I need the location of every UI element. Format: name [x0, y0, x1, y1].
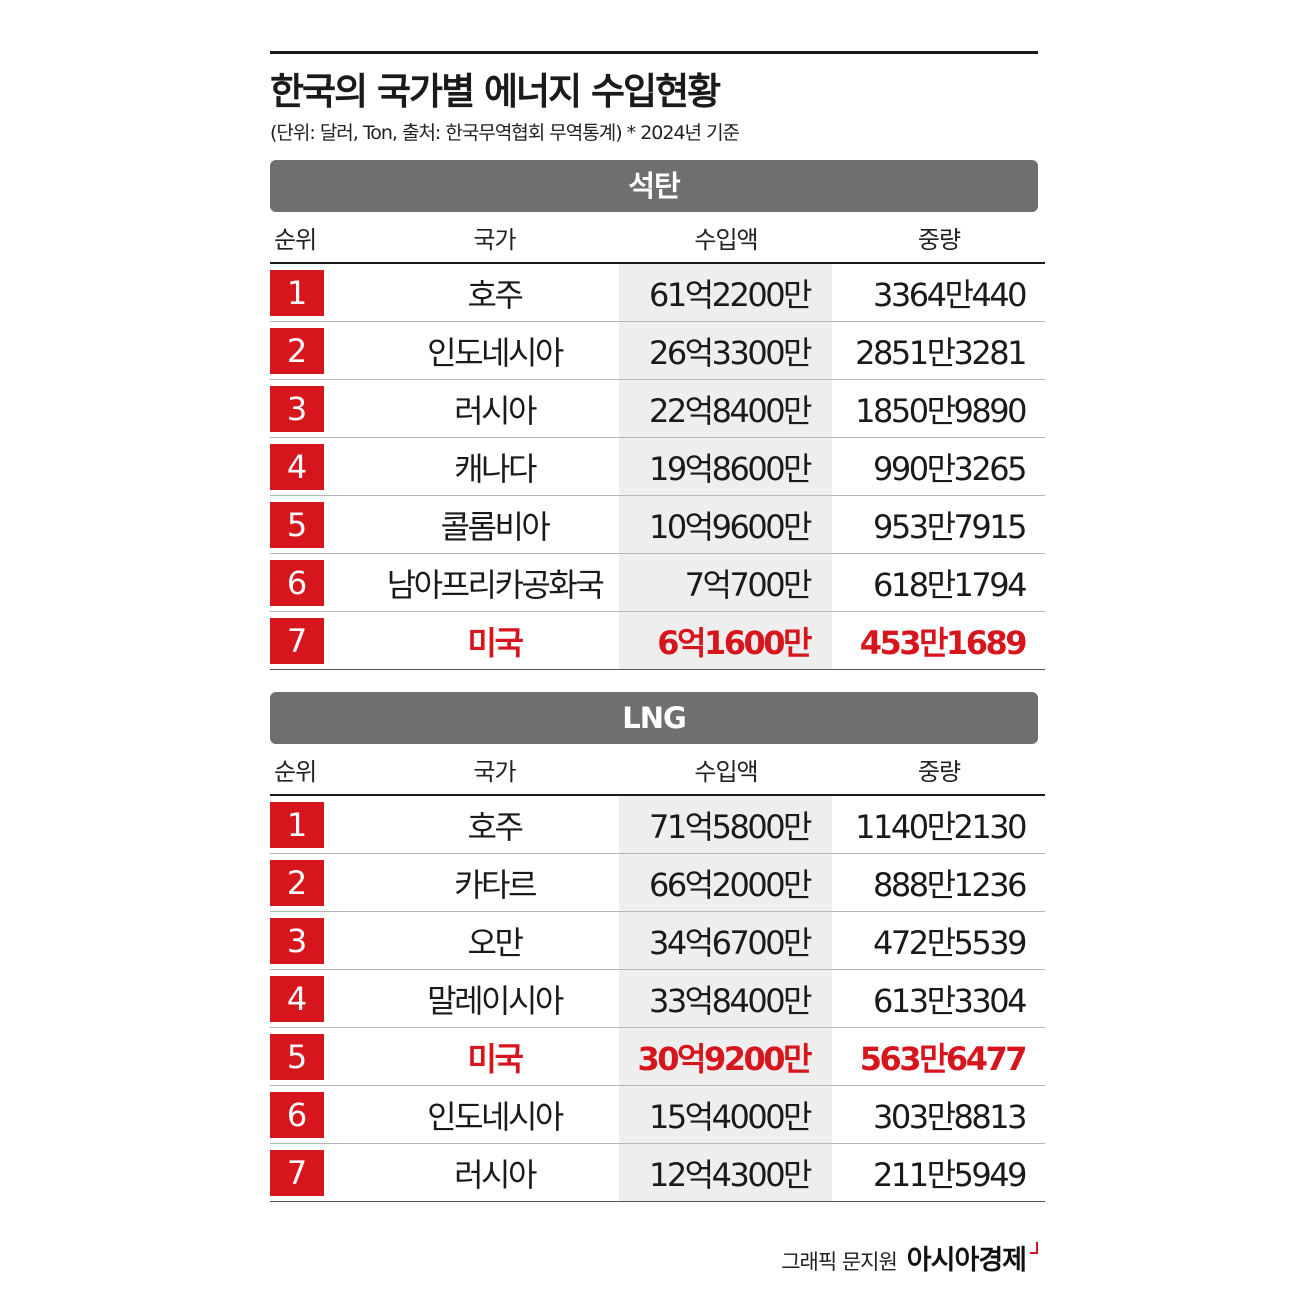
graphic-author: 그래픽 문지원 — [781, 1250, 898, 1274]
table-row: 3 오만 34억6700만 472만5539 — [270, 911, 1045, 970]
weight-cell: 2851만3281 — [832, 321, 1045, 380]
rank-badge: 2 — [270, 859, 324, 906]
country-cell: 미국 — [370, 1027, 619, 1086]
amount-cell: 6억1600만 — [619, 611, 832, 670]
table-row: 1 호주 61억2200만 3364만440 — [270, 263, 1045, 322]
rank-badge: 1 — [270, 269, 324, 316]
column-header-country: 국가 — [370, 212, 619, 264]
amount-cell: 19억8600만 — [619, 437, 832, 496]
country-cell: 말레이시아 — [370, 969, 619, 1028]
rank-badge: 2 — [270, 327, 324, 374]
table-row: 2 카타르 66억2000만 888만1236 — [270, 853, 1045, 912]
table-row: 4 말레이시아 33억8400만 613만3304 — [270, 969, 1045, 1028]
weight-cell: 888만1236 — [832, 853, 1045, 912]
column-header-rank: 순위 — [270, 212, 370, 264]
amount-cell: 34억6700만 — [619, 911, 832, 970]
amount-cell: 30억9200만 — [619, 1027, 832, 1086]
rank-badge: 7 — [270, 617, 324, 664]
table-row: 6 남아프리카공화국 7억700만 618만1794 — [270, 553, 1045, 612]
weight-cell: 472만5539 — [832, 911, 1045, 970]
column-header-country: 국가 — [370, 744, 619, 796]
weight-cell: 613만3304 — [832, 969, 1045, 1028]
table-row: 5 콜롬비아 10억9600만 953만7915 — [270, 495, 1045, 554]
rank-badge: 7 — [270, 1149, 324, 1196]
table-row: 2 인도네시아 26억3300만 2851만3281 — [270, 321, 1045, 380]
rank-badge: 3 — [270, 917, 324, 964]
rank-badge: 1 — [270, 801, 324, 848]
weight-cell: 3364만440 — [832, 263, 1045, 322]
country-cell: 러시아 — [370, 379, 619, 438]
infographic: 한국의 국가별 에너지 수입현황 (단위: 달러, Ton, 출처: 한국무역협… — [270, 51, 1045, 1202]
country-cell: 남아프리카공화국 — [370, 553, 619, 612]
column-header-rank: 순위 — [270, 744, 370, 796]
table-row-highlight: 5 미국 30억9200만 563만6477 — [270, 1027, 1045, 1086]
top-rule — [270, 51, 1038, 54]
rank-badge: 5 — [270, 1033, 324, 1080]
rank-badge: 5 — [270, 501, 324, 548]
table-row: 4 캐나다 19억8600만 990만3265 — [270, 437, 1045, 496]
amount-cell: 66억2000만 — [619, 853, 832, 912]
amount-cell: 26억3300만 — [619, 321, 832, 380]
amount-cell: 22억8400만 — [619, 379, 832, 438]
table-row: 7 러시아 12억4300만 211만5949 — [270, 1143, 1045, 1202]
table-row: 1 호주 71억5800만 1140만2130 — [270, 795, 1045, 854]
rank-badge: 6 — [270, 1091, 324, 1138]
amount-cell: 12억4300만 — [619, 1143, 832, 1202]
weight-cell: 453만1689 — [832, 611, 1045, 670]
weight-cell: 563만6477 — [832, 1027, 1045, 1086]
column-header-amount: 수입액 — [619, 744, 832, 796]
page-title: 한국의 국가별 에너지 수입현황 — [270, 70, 721, 113]
table-row: 3 러시아 22억8400만 1850만9890 — [270, 379, 1045, 438]
amount-cell: 15억4000만 — [619, 1085, 832, 1144]
country-cell: 인도네시아 — [370, 321, 619, 380]
weight-cell: 303만8813 — [832, 1085, 1045, 1144]
amount-cell: 61억2200만 — [619, 263, 832, 322]
section-coal: 석탄 순위 국가 수입액 중량 1 호주 61억2200만 3364만440 2 인도네… — [270, 160, 1045, 670]
amount-cell: 7억700만 — [619, 553, 832, 612]
amount-cell: 71억5800만 — [619, 795, 832, 854]
country-cell: 호주 — [370, 795, 619, 854]
rank-badge: 4 — [270, 443, 324, 490]
section-header: 석탄 — [270, 160, 1038, 212]
weight-cell: 990만3265 — [832, 437, 1045, 496]
country-cell: 콜롬비아 — [370, 495, 619, 554]
column-header-weight: 중량 — [832, 744, 1045, 796]
section-header: LNG — [270, 692, 1038, 744]
brand-logo: 아시아경제 — [906, 1245, 1027, 1276]
credit-line: 그래픽 문지원 아시아경제 — [781, 1238, 1038, 1277]
weight-cell: 618만1794 — [832, 553, 1045, 612]
country-cell: 미국 — [370, 611, 619, 670]
page-subtitle: (단위: 달러, Ton, 출처: 한국무역협회 무역통계) * 2024년 기… — [270, 122, 740, 144]
country-cell: 러시아 — [370, 1143, 619, 1202]
table-row: 6 인도네시아 15억4000만 303만8813 — [270, 1085, 1045, 1144]
country-cell: 카타르 — [370, 853, 619, 912]
amount-cell: 10억9600만 — [619, 495, 832, 554]
column-header-weight: 중량 — [832, 212, 1045, 264]
rank-badge: 3 — [270, 385, 324, 432]
weight-cell: 1140만2130 — [832, 795, 1045, 854]
country-cell: 오만 — [370, 911, 619, 970]
amount-cell: 33억8400만 — [619, 969, 832, 1028]
column-header-amount: 수입액 — [619, 212, 832, 264]
country-cell: 캐나다 — [370, 437, 619, 496]
weight-cell: 953만7915 — [832, 495, 1045, 554]
weight-cell: 211만5949 — [832, 1143, 1045, 1202]
rank-badge: 4 — [270, 975, 324, 1022]
brand-mark-icon — [1030, 1242, 1038, 1254]
rank-badge: 6 — [270, 559, 324, 606]
weight-cell: 1850만9890 — [832, 379, 1045, 438]
country-cell: 인도네시아 — [370, 1085, 619, 1144]
data-table: 순위 국가 수입액 중량 1 호주 71억5800만 1140만2130 2 카타르 66… — [270, 744, 1045, 1202]
data-table: 순위 국가 수입액 중량 1 호주 61억2200만 3364만440 2 인도네시아 2… — [270, 212, 1045, 670]
country-cell: 호주 — [370, 263, 619, 322]
table-row-highlight: 7 미국 6억1600만 453만1689 — [270, 611, 1045, 670]
